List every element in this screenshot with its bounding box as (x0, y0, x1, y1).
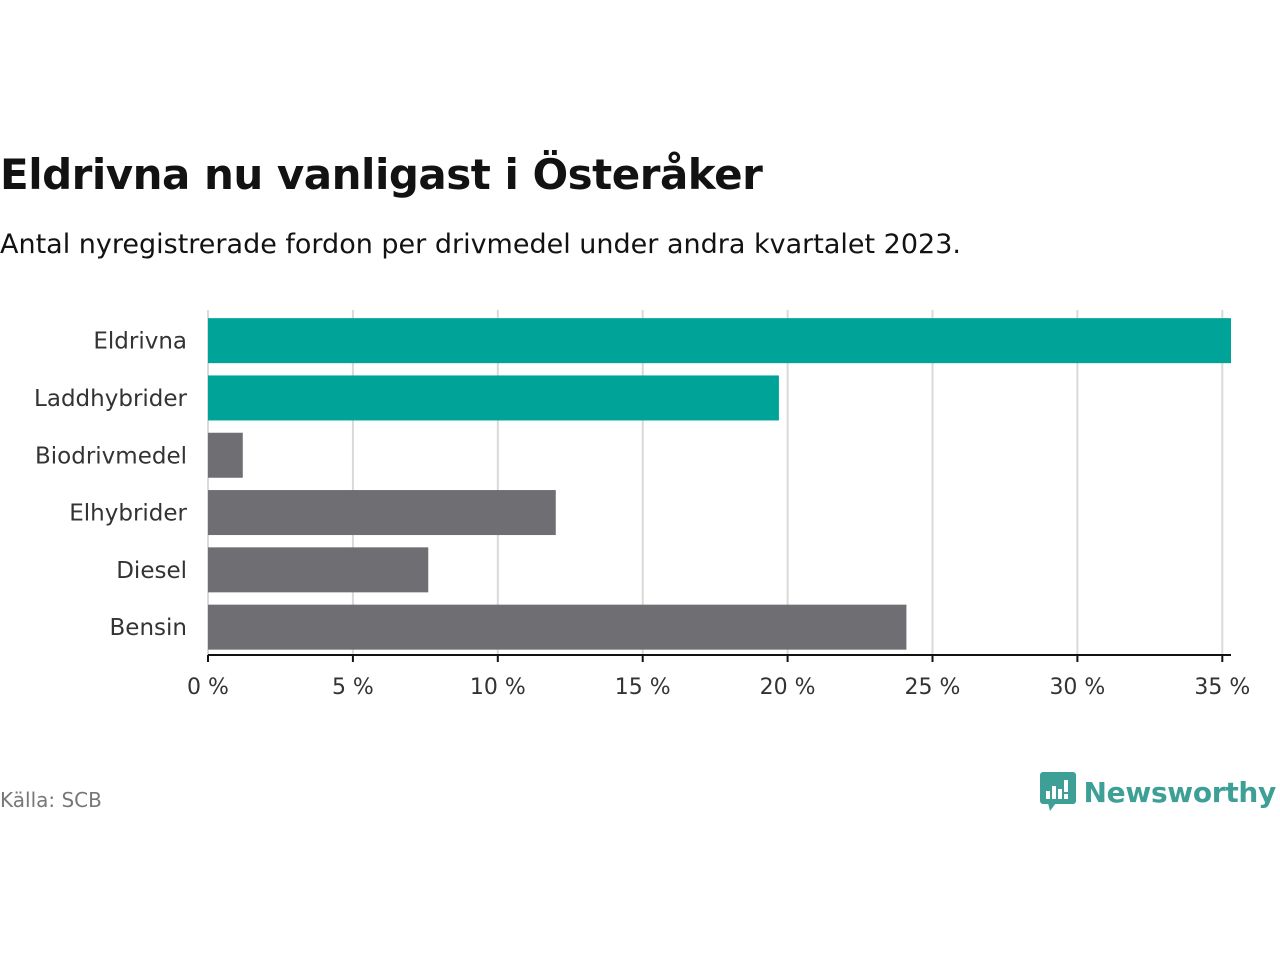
bar-laddhybrider (208, 375, 779, 421)
category-labels: Eldrivna Laddhybrider Biodrivmedel Elhybrid… (34, 329, 187, 642)
gridlines (207, 310, 1224, 655)
x-tick-label: 35 % (1194, 675, 1250, 700)
chart-title: Eldrivna nu vanligast i Österåker (0, 150, 763, 199)
x-tick-label: 25 % (905, 675, 961, 700)
x-tick-label: 15 % (615, 675, 671, 700)
category-label: Laddhybrider (34, 386, 187, 412)
category-label: Elhybrider (69, 501, 187, 527)
category-label: Bensin (110, 615, 187, 641)
x-axis: 0 % 5 % 10 % 15 % 20 % 25 % 30 % 35 % (187, 654, 1250, 700)
bar-biodrivmedel (208, 432, 243, 478)
bar-eldrivna (208, 318, 1231, 364)
x-tick-label: 10 % (470, 675, 526, 700)
category-label: Eldrivna (93, 329, 187, 355)
x-tick-label: 0 % (187, 675, 229, 700)
brand-name: Newsworthy (1083, 775, 1277, 809)
category-label: Biodrivmedel (35, 443, 187, 469)
bar-chart: 0 % 5 % 10 % 15 % 20 % 25 % 30 % 35 % Eldrivna L… (34, 310, 1250, 700)
x-tick-label: 30 % (1049, 675, 1105, 700)
x-tick-label: 20 % (760, 675, 816, 700)
bar-bensin (208, 604, 907, 650)
newsworthy-logo-icon (1039, 772, 1076, 811)
bar-elhybrider (208, 490, 556, 536)
brand-logo: Newsworthy (1039, 772, 1277, 812)
chart-subtitle: Antal nyregistrerade fordon per drivmede… (0, 229, 961, 260)
source-note: Källa: SCB (0, 788, 102, 812)
x-tick-label: 5 % (332, 675, 374, 700)
bar-diesel (208, 547, 429, 593)
category-label: Diesel (116, 558, 187, 584)
bars (208, 318, 1231, 650)
